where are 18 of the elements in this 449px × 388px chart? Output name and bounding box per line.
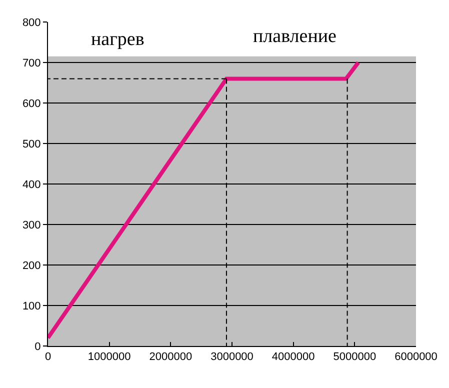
- y-tick-label: 800: [22, 16, 41, 29]
- x-tick-label: 1000000: [88, 351, 131, 364]
- y-tick-label: 0: [34, 340, 41, 353]
- x-tick-label: 0: [44, 351, 52, 364]
- annotation: плавление: [253, 26, 336, 47]
- x-tick-label: 3000000: [210, 351, 254, 364]
- x-tick-label: 2000000: [149, 351, 192, 364]
- y-tick-label: 500: [22, 138, 41, 150]
- y-tick-label: 300: [22, 219, 41, 232]
- y-tick-label: 100: [22, 300, 41, 312]
- y-tick-label: 700: [22, 57, 41, 70]
- annotation: нагрев: [91, 29, 144, 50]
- x-tick-label: 4000000: [272, 351, 315, 364]
- x-tick-label: 5000000: [333, 351, 376, 364]
- y-tick-label: 400: [22, 178, 41, 191]
- x-tick-label: 6000000: [394, 351, 438, 364]
- y-tick-label: 600: [22, 98, 41, 110]
- y-tick-label: 200: [22, 260, 41, 272]
